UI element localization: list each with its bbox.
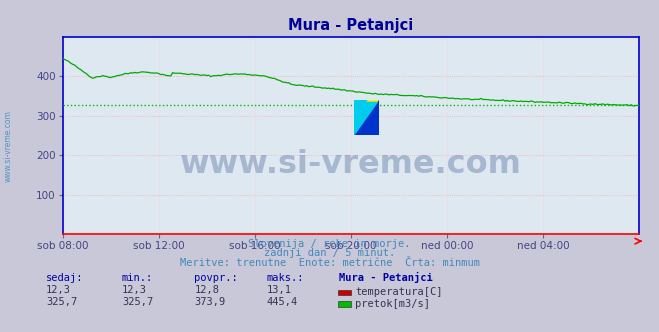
Text: Slovenija / reke in morje.: Slovenija / reke in morje.	[248, 239, 411, 249]
Text: min.:: min.:	[122, 273, 153, 283]
Text: 12,3: 12,3	[122, 285, 147, 295]
Text: 13,1: 13,1	[267, 285, 292, 295]
Polygon shape	[355, 102, 377, 134]
Polygon shape	[355, 100, 367, 117]
Text: 373,9: 373,9	[194, 297, 225, 307]
Title: Mura - Petanjci: Mura - Petanjci	[288, 18, 414, 33]
Text: maks.:: maks.:	[267, 273, 304, 283]
Text: pretok[m3/s]: pretok[m3/s]	[355, 299, 430, 309]
Text: zadnji dan / 5 minut.: zadnji dan / 5 minut.	[264, 248, 395, 258]
Polygon shape	[354, 100, 379, 135]
Text: 12,8: 12,8	[194, 285, 219, 295]
Text: 325,7: 325,7	[46, 297, 77, 307]
Text: 325,7: 325,7	[122, 297, 153, 307]
Text: Meritve: trenutne  Enote: metrične  Črta: minmum: Meritve: trenutne Enote: metrične Črta: …	[179, 258, 480, 268]
Text: Mura - Petanjci: Mura - Petanjci	[339, 272, 433, 283]
Text: www.si-vreme.com: www.si-vreme.com	[3, 110, 13, 182]
Polygon shape	[354, 100, 379, 135]
Text: temperatura[C]: temperatura[C]	[355, 287, 443, 297]
Text: www.si-vreme.com: www.si-vreme.com	[180, 149, 522, 180]
Text: 445,4: 445,4	[267, 297, 298, 307]
Text: 12,3: 12,3	[46, 285, 71, 295]
Text: sedaj:: sedaj:	[46, 273, 84, 283]
Text: povpr.:: povpr.:	[194, 273, 238, 283]
